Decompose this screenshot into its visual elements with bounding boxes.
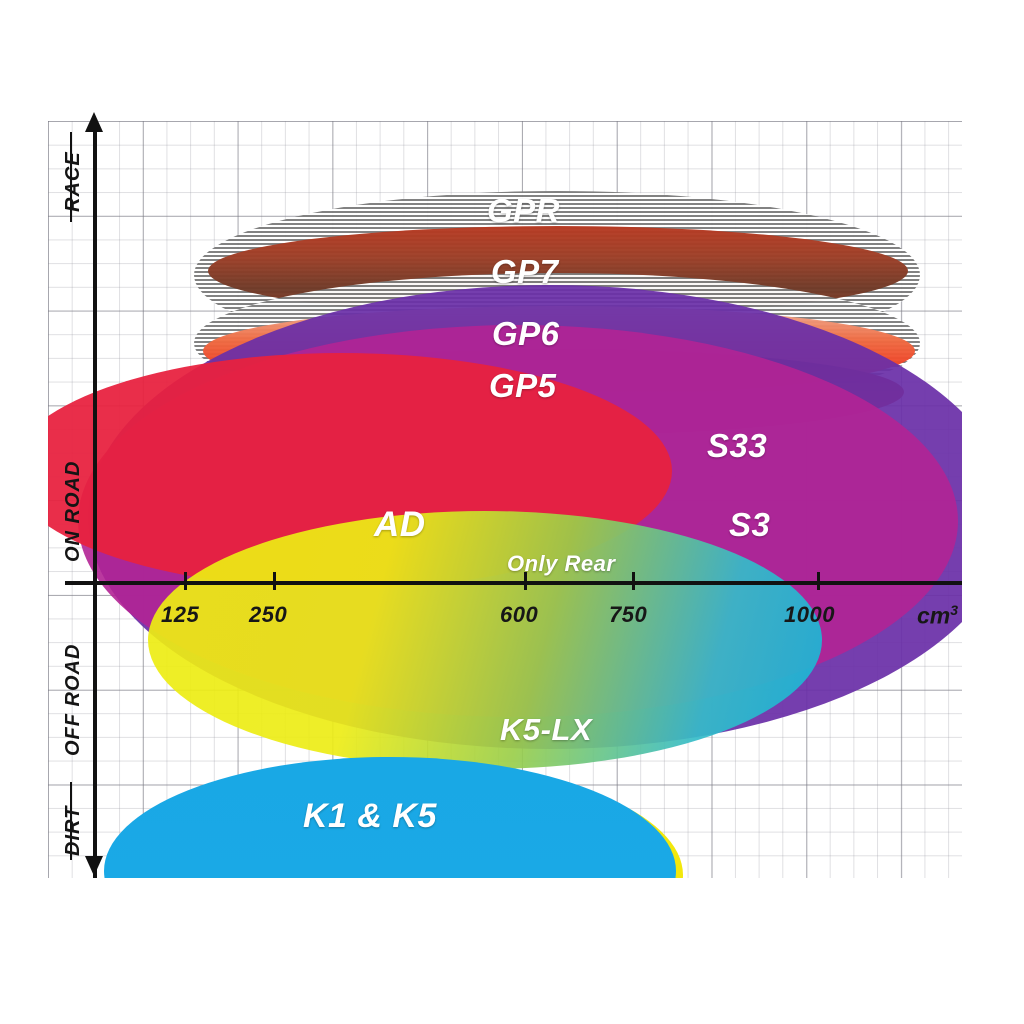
x-axis <box>65 581 962 585</box>
y-axis-arrow-up-icon <box>85 112 103 132</box>
series-label-gp5: GP5 <box>489 367 557 404</box>
y-axis <box>93 126 97 878</box>
x-axis-unit-exponent: 3 <box>950 602 959 618</box>
series-label-gp6: GP6 <box>492 315 560 352</box>
dirt-direction-line <box>70 782 72 860</box>
x-axis-unit-text: cm <box>917 602 951 629</box>
x-tick-label-750: 750 <box>609 602 648 627</box>
x-tick-label-1000: 1000 <box>784 602 835 627</box>
y-axis-arrow-down-icon <box>85 856 103 876</box>
x-tick-label-125: 125 <box>161 602 200 627</box>
series-blob-k5lx <box>148 511 822 769</box>
x-tick-750 <box>632 572 635 590</box>
series-label-gpr: GPR <box>487 192 561 229</box>
series-label-s33: S33 <box>707 427 768 464</box>
plot-area <box>48 121 962 878</box>
y-category-label-on-road: ON ROAD <box>62 460 84 562</box>
x-tick-label-250: 250 <box>249 602 288 627</box>
series-label-ad: AD <box>374 505 426 544</box>
y-category-label-dirt: DIRT <box>62 805 84 856</box>
series-label-gp7: GP7 <box>491 253 559 290</box>
series-label-s3: S3 <box>729 506 771 543</box>
series-label-k1k5: K1 & K5 <box>303 797 437 835</box>
x-tick-125 <box>184 572 187 590</box>
series-label-k5lx: K5-LX <box>500 712 593 747</box>
x-tick-1000 <box>817 572 820 590</box>
x-tick-250 <box>273 572 276 590</box>
x-tick-600 <box>524 572 527 590</box>
x-axis-unit-label: cm3 <box>917 602 958 630</box>
x-tick-label-600: 600 <box>500 602 539 627</box>
y-category-label-off-road: OFF ROAD <box>62 643 84 756</box>
race-direction-line <box>70 132 72 222</box>
annotation-only-rear: Only Rear <box>507 551 616 576</box>
y-category-label-race: RACE <box>62 151 84 212</box>
